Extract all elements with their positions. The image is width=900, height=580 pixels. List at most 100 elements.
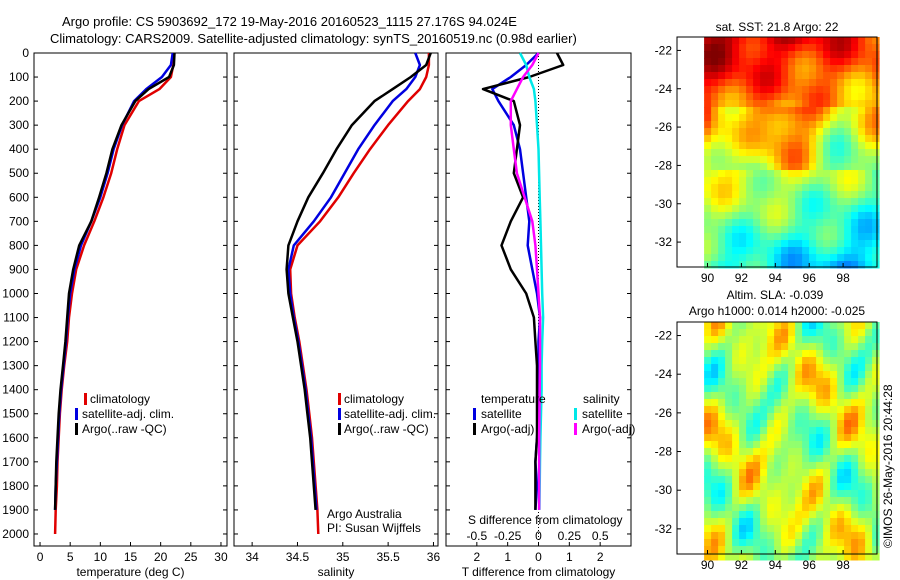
heatmap-cell [788, 476, 796, 484]
heatmap-cell [837, 504, 845, 512]
heatmap-cell [767, 357, 775, 365]
header-line-1: Argo profile: CS 5903692_172 19-May-2016… [62, 14, 517, 29]
heatmap-cell [746, 156, 754, 164]
heatmap-cell [746, 504, 754, 512]
heatmap-cell [739, 406, 747, 414]
heatmap-cell [725, 149, 733, 157]
heatmap-cell [767, 121, 775, 129]
heatmap-cell [753, 406, 761, 414]
heatmap-cell [823, 448, 831, 456]
heatmap-cell [865, 233, 873, 241]
heatmap-cell [739, 483, 747, 491]
heatmap-cell [767, 490, 775, 498]
heatmap-cell [760, 226, 768, 234]
heatmap-cell [781, 483, 789, 491]
heatmap-cell [774, 336, 782, 344]
heatmap-cell [718, 128, 726, 136]
heatmap-cell [739, 240, 747, 248]
heatmap-cell [718, 233, 726, 241]
x-tick-label: 2 [473, 550, 480, 564]
heatmap-cell [774, 184, 782, 192]
heatmap-cell [753, 198, 761, 206]
map-frame [676, 321, 878, 555]
heatmap-cell [872, 58, 880, 66]
heatmap-cell [711, 371, 719, 379]
heatmap-cell [802, 184, 810, 192]
heatmap-cell [816, 198, 824, 206]
heatmap-cell [753, 385, 761, 393]
heatmap-cell [865, 128, 873, 136]
heatmap-cell [844, 240, 852, 248]
heatmap-cell [760, 385, 768, 393]
heatmap-cell [844, 511, 852, 519]
heatmap-cell [704, 114, 712, 122]
heatmap-cell [718, 198, 726, 206]
heatmap-cell [795, 350, 803, 358]
map-subtitle: Argo h1000: 0.014 h2000: -0.025 [689, 304, 865, 318]
heatmap-cell [851, 413, 859, 421]
heatmap-cell [872, 254, 880, 262]
heatmap-cell [816, 462, 824, 470]
heatmap-cell [704, 476, 712, 484]
heatmap-cell [718, 476, 726, 484]
difference-panel: 2 1 0 1 2T difference from climatology-0.5 -0… [445, 52, 632, 579]
heatmap-cell [830, 364, 838, 372]
heatmap-cell [725, 322, 733, 330]
heatmap-cell [851, 441, 859, 449]
heatmap-cell [837, 371, 845, 379]
heatmap-cell [725, 261, 733, 269]
heatmap-cell [753, 177, 761, 185]
x-tick-label: 0 [37, 550, 44, 564]
heatmap-cell [788, 128, 796, 136]
heatmap-cell [788, 371, 796, 379]
heatmap-cell [739, 198, 747, 206]
heatmap-cell [858, 357, 866, 365]
heatmap-cell [746, 149, 754, 157]
heatmap-cell [725, 476, 733, 484]
heatmap-cell [711, 546, 719, 554]
heatmap-cell [830, 385, 838, 393]
heatmap-cell [858, 399, 866, 407]
heatmap-cell [844, 177, 852, 185]
heatmap-cell [844, 149, 852, 157]
heatmap-cell [837, 79, 845, 87]
heatmap-cell [837, 434, 845, 442]
heatmap-cell [872, 518, 880, 526]
heatmap-cell [732, 128, 740, 136]
heatmap-cell [732, 107, 740, 115]
heatmap-cell [774, 455, 782, 463]
heatmap-cell [718, 378, 726, 386]
heatmap-cell [753, 350, 761, 358]
heatmap-cell [802, 539, 810, 547]
heatmap-cell [795, 462, 803, 470]
heatmap-cell [781, 37, 789, 45]
heatmap-cell [816, 413, 824, 421]
heatmap-cell [823, 497, 831, 505]
heatmap-cell [802, 497, 810, 505]
heatmap-cell [760, 79, 768, 87]
heatmap-cell [767, 254, 775, 262]
heatmap-cell [725, 65, 733, 73]
heatmap-cell [851, 448, 859, 456]
heatmap-cell [725, 448, 733, 456]
heatmap-cell [704, 483, 712, 491]
heatmap-cell [732, 205, 740, 213]
heatmap-cell [732, 149, 740, 157]
heatmap-cell [795, 357, 803, 365]
x-tick-label: 10 [94, 550, 108, 564]
heatmap-cell [746, 93, 754, 101]
heatmap-cell [837, 469, 845, 477]
heatmap-cell [739, 476, 747, 484]
heatmap-cell [753, 254, 761, 262]
heatmap-cell [725, 114, 733, 122]
heatmap-cell [774, 427, 782, 435]
heatmap-cell [753, 93, 761, 101]
heatmap-cell [809, 532, 817, 540]
x-tick-label: 35.5 [376, 550, 400, 564]
heatmap-cell [844, 205, 852, 213]
heatmap-cell [872, 135, 880, 143]
heatmap-cell [767, 128, 775, 136]
heatmap-cell [823, 93, 831, 101]
heatmap-cell [760, 490, 768, 498]
top-tick-label: 0 [535, 529, 542, 543]
